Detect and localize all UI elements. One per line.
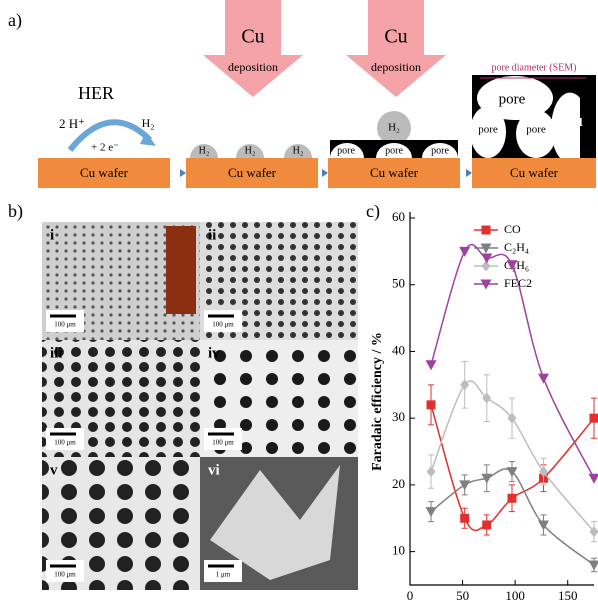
y-tick-label: 30 xyxy=(392,409,405,424)
legend-label: C₂H₆ xyxy=(504,258,529,272)
pore-label: pore xyxy=(385,145,403,156)
y-tick-label: 50 xyxy=(392,276,405,291)
image-label: ii xyxy=(208,227,216,243)
metal: Cu xyxy=(241,26,264,48)
metal: Cu xyxy=(384,26,407,48)
reactant: 2 H⁺ xyxy=(59,116,85,131)
image-label: iv xyxy=(208,345,220,361)
panel-b: b) i 100 μm ii 100 μm iii 100 μm iv 100 μm v 100 … xyxy=(8,201,358,590)
marker xyxy=(427,400,436,409)
bubble-label: H₂ xyxy=(199,145,210,156)
marker xyxy=(590,414,598,423)
axes xyxy=(410,212,594,585)
pore-diameter-label: pore diameter (SEM) xyxy=(492,62,577,73)
y-tick-label: 40 xyxy=(392,342,405,357)
sample-photo xyxy=(166,226,196,314)
marker xyxy=(482,520,491,529)
panel-label: a) xyxy=(8,10,22,31)
x-tick-label: 150 xyxy=(558,588,578,602)
marker xyxy=(459,480,470,490)
pore-label: pore xyxy=(337,145,355,156)
panel-label: c) xyxy=(366,201,380,222)
product: H₂ xyxy=(142,116,155,130)
x-tick-label: 50 xyxy=(456,588,469,602)
marker xyxy=(426,507,437,517)
scale-label: 100 μm xyxy=(54,571,76,579)
deposition-word: deposition xyxy=(371,60,421,74)
legend-label: FEC2 xyxy=(504,276,532,290)
bubble-label: H₂ xyxy=(388,122,400,134)
x-tick-label: 100 xyxy=(505,588,525,602)
panel-label: b) xyxy=(8,201,23,222)
chart: 10 20 30 40 50 60 0 50 100 150 Faradaic efficiency… xyxy=(370,209,598,602)
wafer-label: Cu wafer xyxy=(370,165,419,180)
metal: Cu xyxy=(561,111,583,130)
legend-label: CO xyxy=(504,222,521,236)
scale-label: 100 μm xyxy=(54,321,76,329)
scale-label: 100 μm xyxy=(54,439,76,447)
y-axis-label: Faradaic efficiency / % xyxy=(370,332,385,471)
figure: a) HER 2 H⁺ + 2 e⁻ H₂ Cu wafer Cu wafer … xyxy=(0,0,598,602)
legend-marker xyxy=(482,226,491,235)
image-label: iii xyxy=(50,345,63,361)
bubble-label: H₂ xyxy=(245,145,256,156)
x-tick-label: 0 xyxy=(407,588,414,602)
electrons: + 2 e⁻ xyxy=(91,142,119,154)
marker xyxy=(426,360,437,370)
legend-label: C₂H₄ xyxy=(504,240,529,254)
pore-label: pore xyxy=(431,145,449,156)
wafer-label: Cu wafer xyxy=(228,165,277,180)
deposition-arrow xyxy=(203,0,303,97)
marker xyxy=(427,466,436,477)
pore-label: pore xyxy=(526,124,546,136)
series-line xyxy=(431,469,594,565)
image-label: vi xyxy=(208,462,220,478)
scale-label: 100 μm xyxy=(212,321,234,329)
pore-label: pore xyxy=(499,91,526,107)
marker xyxy=(507,494,516,503)
scale-label: 1 μm xyxy=(216,571,231,579)
deposition-arrow xyxy=(346,0,446,97)
y-tick-label: 10 xyxy=(392,543,405,558)
marker xyxy=(589,474,598,484)
y-tick-label: 20 xyxy=(392,476,405,491)
image-label: i xyxy=(50,227,54,243)
her-label: HER xyxy=(78,83,114,103)
marker xyxy=(538,374,549,384)
wafer-label: Cu wafer xyxy=(510,165,559,180)
panel-a: a) HER 2 H⁺ + 2 e⁻ H₂ Cu wafer Cu wafer … xyxy=(8,0,596,188)
panel-c: c) xyxy=(366,201,380,222)
marker xyxy=(589,560,598,570)
bubble-label: H₂ xyxy=(293,145,304,156)
deposition-word: deposition xyxy=(228,60,278,74)
marker xyxy=(460,514,469,523)
marker xyxy=(459,247,470,257)
pore-label: pore xyxy=(478,124,498,136)
wafer-label: Cu wafer xyxy=(80,165,129,180)
series-line xyxy=(431,381,594,532)
y-tick-label: 60 xyxy=(392,209,405,224)
image-label: v xyxy=(50,462,58,478)
scale-label: 100 μm xyxy=(212,439,234,447)
